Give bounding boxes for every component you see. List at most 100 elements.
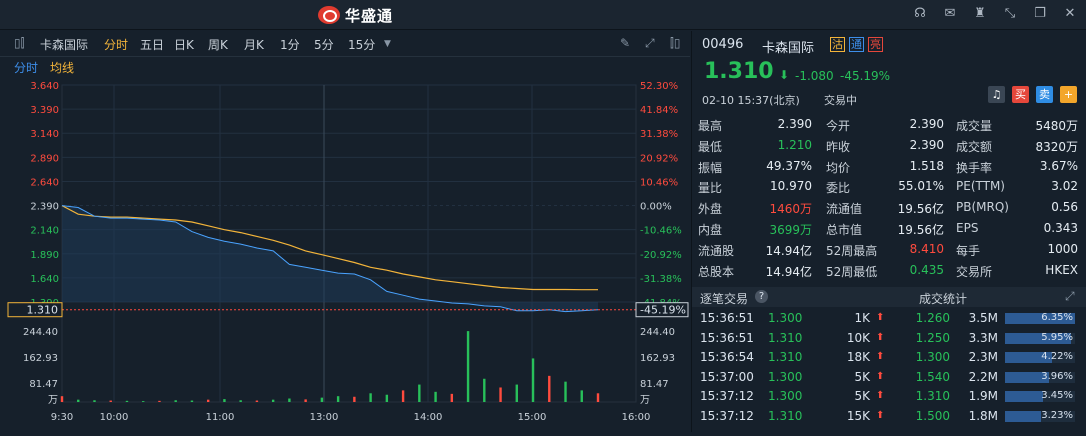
vol-tick-label-right: 244.40 bbox=[640, 327, 675, 338]
stat-label: EPS bbox=[956, 221, 979, 235]
volume-bar bbox=[206, 399, 210, 402]
stat-volume: 3.3M bbox=[968, 330, 998, 345]
tab-15min[interactable]: 15分 bbox=[348, 38, 376, 52]
y-pct-label: 0.00% bbox=[640, 202, 672, 213]
volume-bar bbox=[255, 400, 259, 402]
ratio-bar-fill bbox=[1005, 352, 1052, 363]
tab-daily-k[interactable]: 日K bbox=[174, 38, 194, 52]
trade-time: 15:36:54 bbox=[700, 350, 754, 364]
shirt-icon[interactable]: ♜ bbox=[974, 6, 986, 21]
minimize-collapse-icon[interactable]: ⤡ bbox=[1004, 6, 1016, 21]
buy-button[interactable]: 买 bbox=[1012, 86, 1029, 103]
stock-code: 00496 bbox=[702, 37, 744, 52]
up-arrow-icon: ⬆ bbox=[876, 312, 885, 323]
volume-bar bbox=[466, 331, 470, 402]
tab-monthly-k[interactable]: 月K bbox=[244, 38, 264, 52]
stats-row: 量比 10.970 委比 55.01% PE(TTM) 3.02 bbox=[692, 177, 1086, 197]
tab-5min[interactable]: 5分 bbox=[314, 38, 334, 52]
x-tick-label: 15:00 bbox=[518, 412, 547, 423]
trade-volume: 10K bbox=[846, 330, 870, 345]
legend-time[interactable]: 分时 bbox=[14, 61, 39, 75]
stats-row: 最低 1.210 昨收 2.390 成交额 8320万 bbox=[692, 136, 1086, 156]
stat-value: 19.56亿 bbox=[897, 223, 944, 237]
y-pct-label: 41.84% bbox=[640, 105, 678, 116]
volume-bar bbox=[483, 378, 486, 402]
expand-icon[interactable]: ⤢ bbox=[1065, 289, 1075, 303]
trading-status: 交易中 bbox=[824, 94, 857, 107]
chart-svg: 3.640 52.30% 3.390 41.84% 3.140 31.38% 2.890 20… bbox=[7, 81, 689, 423]
y-tick-label: 2.890 bbox=[30, 153, 59, 164]
quote-datetime: 02-10 15:37(北京) bbox=[702, 94, 800, 107]
stat-ratio: 3.23% bbox=[1041, 409, 1073, 421]
y-tick-label: 2.640 bbox=[30, 177, 59, 188]
volume-bar bbox=[434, 391, 437, 402]
stat-value: 0.343 bbox=[1043, 221, 1078, 235]
stat-label: 最高 bbox=[698, 119, 723, 133]
stat-label: 流通值 bbox=[826, 202, 863, 217]
stat-label: 换手率 bbox=[956, 160, 993, 175]
up-arrow-icon: ⬆ bbox=[876, 409, 885, 421]
trade-price: 1.300 bbox=[768, 389, 803, 403]
tab-1min[interactable]: 1分 bbox=[280, 38, 300, 52]
y-tick-label: 2.390 bbox=[30, 202, 59, 213]
volume-bar bbox=[353, 396, 356, 402]
close-icon[interactable]: ✕ bbox=[1064, 6, 1076, 21]
x-tick-label: 10:00 bbox=[100, 412, 129, 423]
volume-bar bbox=[142, 401, 145, 402]
sell-button[interactable]: 卖 bbox=[1036, 86, 1053, 103]
intraday-chart[interactable]: 3.640 52.30% 3.390 41.84% 3.140 31.38% 2.890 20… bbox=[0, 77, 690, 432]
volume-bar bbox=[450, 393, 454, 402]
stat-label: 均价 bbox=[826, 160, 851, 175]
up-arrow-icon: ⬆ bbox=[876, 370, 885, 382]
stat-label: 交易所 bbox=[956, 264, 993, 279]
headset-icon[interactable]: ☊ bbox=[914, 6, 926, 21]
y-tick-label: 3.390 bbox=[30, 105, 59, 116]
title-bar: 华盛通 ☊ ✉ ♜ ⤡ ❐ ✕ bbox=[0, 0, 1086, 30]
stat-label: 内盘 bbox=[698, 223, 723, 237]
fullscreen-icon[interactable]: ⤢ bbox=[645, 36, 655, 50]
tab-five-day[interactable]: 五日 bbox=[140, 38, 165, 52]
volume-bar bbox=[60, 396, 64, 402]
side-toggle-icon[interactable]: ⫿▯ bbox=[670, 36, 681, 50]
mail-icon[interactable]: ✉ bbox=[944, 6, 956, 21]
up-arrow-icon: ⬆ bbox=[876, 351, 885, 362]
stat-label: 昨收 bbox=[826, 139, 851, 154]
app-title: 华盛通 bbox=[345, 6, 394, 25]
stat-value: 14.94亿 bbox=[765, 243, 812, 258]
stats-row: 总股本 14.94亿 52周最低 0.435 交易所 HKEX bbox=[692, 261, 1086, 281]
current-price-box bbox=[7, 302, 63, 318]
stat-value: 1000 bbox=[1047, 241, 1078, 256]
y-tick-label: 1.640 bbox=[30, 274, 59, 285]
restore-icon[interactable]: ❐ bbox=[1034, 6, 1046, 21]
price-change: -1.080 bbox=[795, 69, 834, 83]
stat-value: 2.390 bbox=[777, 117, 812, 131]
volume-bar bbox=[320, 397, 324, 402]
period-dropdown-icon[interactable]: ▼ bbox=[384, 39, 391, 49]
stat-label: 52周最低 bbox=[826, 264, 878, 279]
draw-pen-icon[interactable]: ✎ bbox=[620, 36, 631, 50]
add-watchlist-button[interactable]: + bbox=[1060, 86, 1077, 103]
chart-toolbar: ▯⫿ 卡森国际 分时 五日 日K 周K 月K 1分 5分 15分 ▼ ✎ ⤢ ⫿… bbox=[0, 31, 690, 57]
y-pct-label: 10.46% bbox=[640, 177, 678, 188]
current-pct-label: -45.19% bbox=[640, 304, 686, 317]
badge-connect: 通 bbox=[849, 37, 864, 52]
tab-weekly-k[interactable]: 周K bbox=[208, 38, 228, 52]
volume-bar bbox=[580, 390, 583, 402]
up-arrow-icon: ⬆ bbox=[876, 390, 885, 401]
stat-label: PE(TTM) bbox=[956, 179, 1005, 194]
current-pct-box bbox=[635, 302, 689, 318]
stat-value: 3699万 bbox=[769, 223, 812, 237]
bell-icon[interactable]: ♫ bbox=[988, 86, 1005, 103]
trade-volume: 1K bbox=[854, 311, 870, 325]
stat-value: 8.410 bbox=[909, 241, 944, 256]
volume-bar bbox=[401, 390, 405, 402]
ratio-bar-fill bbox=[1005, 410, 1041, 422]
y-pct-label: -10.46% bbox=[640, 226, 682, 237]
vol-tick-label-right: 81.47 bbox=[640, 379, 669, 390]
panel-toggle-icon[interactable]: ▯⫿ bbox=[14, 36, 25, 50]
stat-label: 外盘 bbox=[698, 202, 723, 217]
legend-avg[interactable]: 均线 bbox=[50, 61, 75, 75]
tab-fenshi[interactable]: 分时 bbox=[104, 38, 129, 52]
trade-time: 15:37:00 bbox=[700, 369, 754, 384]
help-icon[interactable]: ? bbox=[755, 290, 768, 303]
